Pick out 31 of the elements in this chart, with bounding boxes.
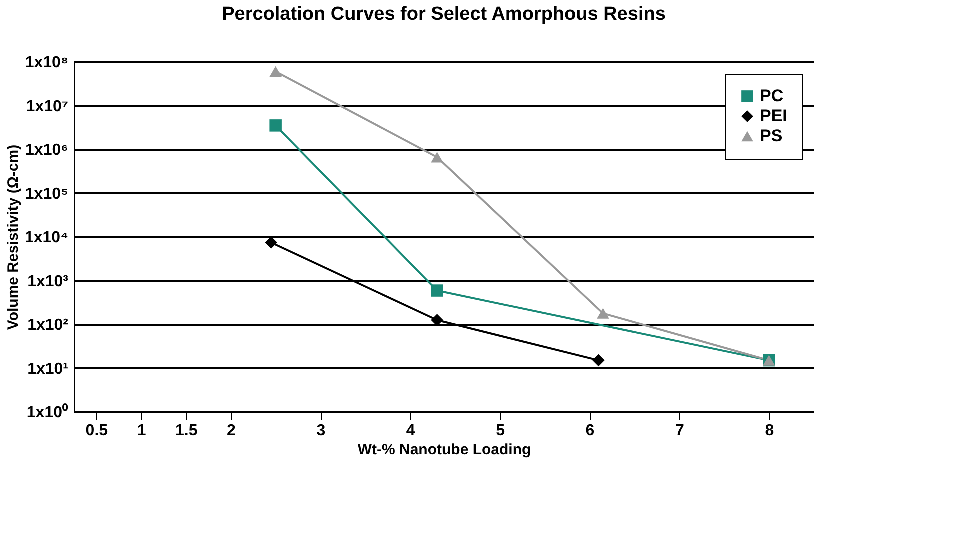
- y-tick-label: 1x10⁵: [25, 186, 68, 203]
- y-tick-label: 1x10¹: [28, 360, 68, 378]
- legend-label: PEI: [760, 106, 788, 126]
- y-tick-label: 1x10⁶: [26, 142, 68, 159]
- x-tick-label: 8: [765, 422, 774, 440]
- x-tick-label: 2: [227, 422, 236, 440]
- x-axis-title: Wt-% Nanotube Loading: [358, 442, 532, 458]
- legend-label: PC: [760, 86, 784, 106]
- legend-label: PS: [760, 126, 783, 146]
- x-tick-label: 5: [496, 422, 506, 440]
- y-tick-label: 1x10³: [28, 273, 68, 290]
- point: [431, 152, 444, 163]
- x-tick-label: 6: [586, 422, 595, 440]
- point: [431, 284, 444, 297]
- x-tick-label: 4: [406, 422, 416, 440]
- y-tick-label: 1x10⁸: [25, 54, 68, 72]
- x-tick-label: 1: [137, 422, 146, 440]
- point: [270, 120, 282, 132]
- y-tick-label: 1x10⁴: [24, 230, 69, 246]
- x-tick-label: 0.5: [86, 422, 108, 440]
- x-tick-label: 3: [316, 422, 326, 440]
- point: [270, 66, 282, 78]
- y-tick-label: 1x10⁷: [26, 98, 68, 116]
- point: [597, 308, 610, 319]
- y-tick-label: 1x10²: [28, 317, 68, 334]
- x-tick-label: 1.5: [175, 422, 198, 440]
- point: [592, 354, 605, 367]
- x-tick-label: 7: [676, 422, 684, 440]
- y-axis-title: Volume Resistivity (Ω-cm): [4, 144, 22, 330]
- y-tick-label: 1x10⁰: [26, 404, 68, 422]
- chart-title: Percolation Curves for Select Amorphous Resins: [222, 4, 666, 25]
